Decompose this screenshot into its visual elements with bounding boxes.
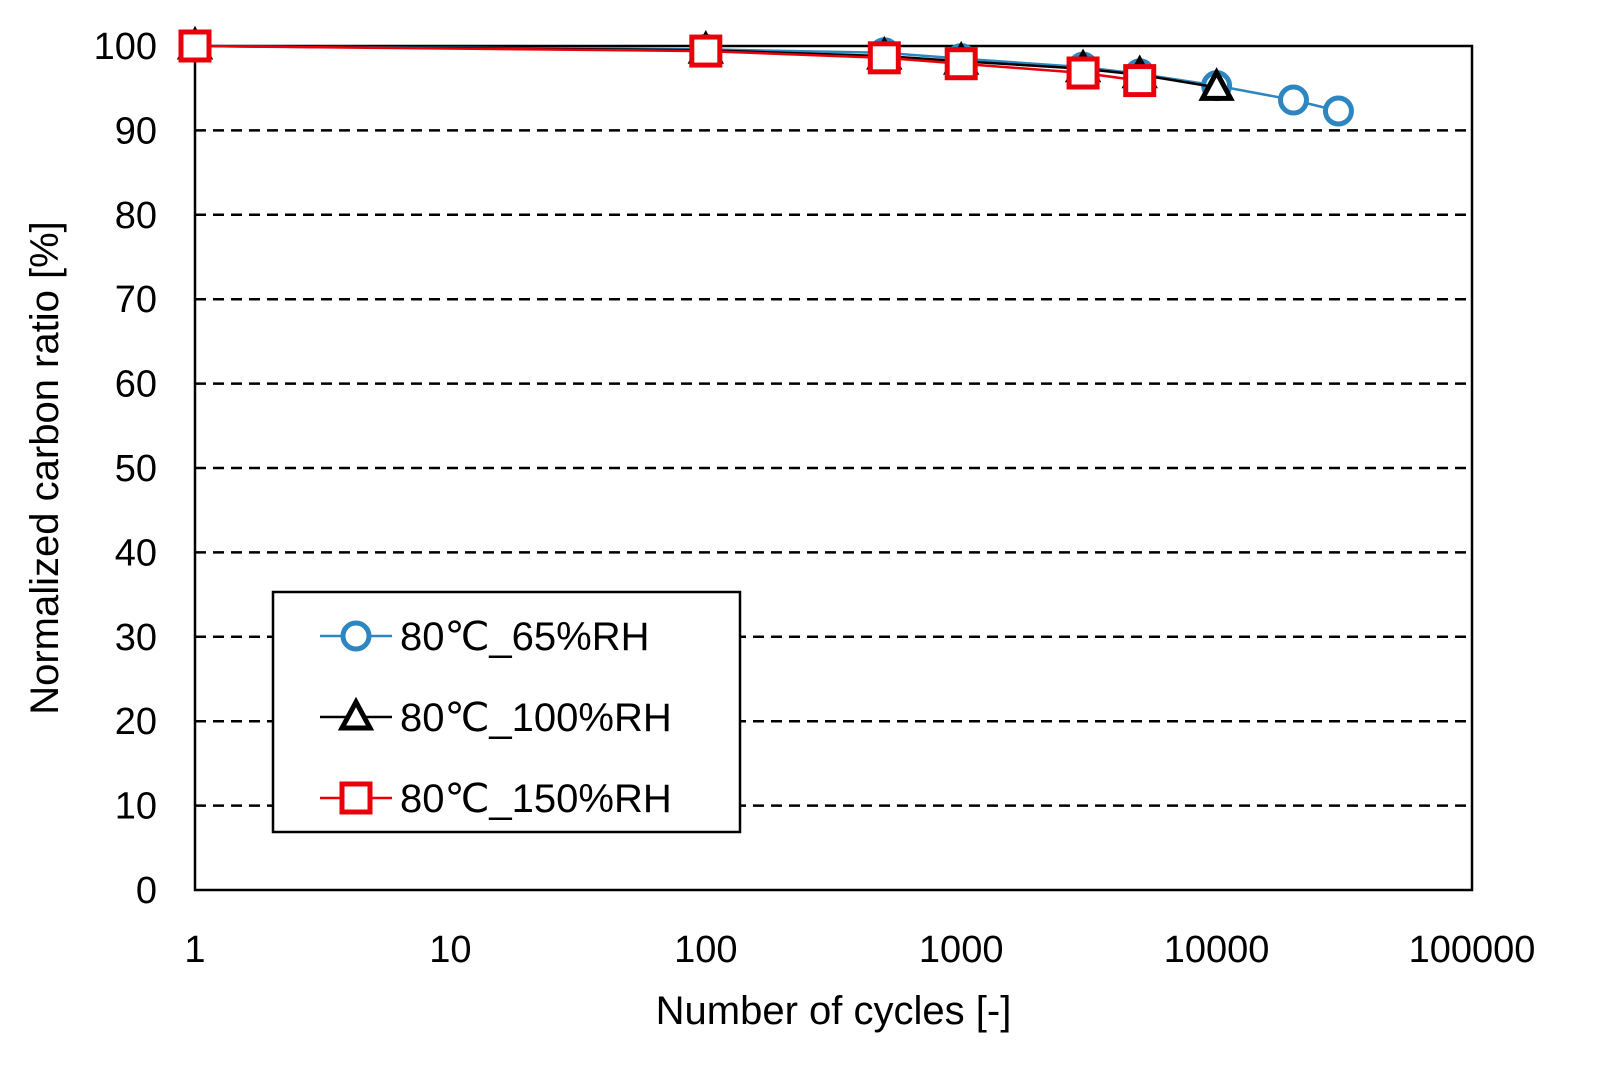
y-tick-label-80: 80 bbox=[115, 195, 157, 237]
series-3-point-1 bbox=[178, 29, 212, 63]
legend-label-3: 80℃_150%RH bbox=[400, 777, 672, 821]
x-tick-label-10: 10 bbox=[429, 929, 471, 971]
y-axis-title: Normalized carbon ratio [%] bbox=[23, 221, 67, 715]
legend-item-3: 80℃_150%RH bbox=[320, 777, 672, 821]
y-tick-label-40: 40 bbox=[115, 532, 157, 574]
series-layer bbox=[176, 25, 1354, 127]
series-3-point-5 bbox=[1066, 56, 1100, 90]
x-tick-label-1: 1 bbox=[184, 929, 205, 971]
y-tick-label-60: 60 bbox=[115, 364, 157, 406]
series-3-point-2 bbox=[689, 34, 723, 68]
legend-item-2: 80℃_100%RH bbox=[320, 696, 672, 740]
plot-area-frame bbox=[193, 44, 1474, 892]
x-axis-title: Number of cycles [-] bbox=[656, 989, 1012, 1033]
x-axis-tick-labels: 1 10 100 1000 10000 100000 bbox=[184, 929, 1535, 971]
legend-items: 80℃_65%RH 80℃_100%RH 80℃_150%RH bbox=[320, 615, 672, 821]
series-3-point-4 bbox=[944, 47, 978, 81]
x-tick-label-10000: 10000 bbox=[1164, 929, 1270, 971]
series-1-point-9 bbox=[1322, 95, 1354, 127]
gridlines bbox=[195, 129, 1472, 807]
legend-marker-3 bbox=[339, 781, 373, 815]
legend-label-2: 80℃_100%RH bbox=[400, 696, 672, 740]
x-tick-label-1000: 1000 bbox=[919, 929, 1004, 971]
series-3-point-3 bbox=[867, 41, 901, 75]
legend-label-1: 80℃_65%RH bbox=[400, 615, 650, 659]
legend-marker-2 bbox=[337, 696, 375, 731]
y-axis-tick-labels: 0 10 20 30 40 50 60 70 80 90 100 bbox=[94, 26, 157, 912]
series-2-point-7 bbox=[1198, 67, 1235, 101]
y-tick-label-20: 20 bbox=[115, 701, 157, 743]
legend: 80℃_65%RH 80℃_100%RH 80℃_150%RH bbox=[271, 590, 742, 834]
series-1-point-8 bbox=[1277, 84, 1309, 116]
legend-item-1: 80℃_65%RH bbox=[320, 615, 650, 659]
y-tick-label-70: 70 bbox=[115, 279, 157, 321]
legend-marker-1 bbox=[340, 620, 372, 652]
x-tick-label-100: 100 bbox=[674, 929, 737, 971]
series-3-point-6 bbox=[1123, 64, 1157, 98]
x-tick-label-100000: 100000 bbox=[1409, 929, 1536, 971]
series-3 bbox=[178, 29, 1157, 98]
y-tick-label-0: 0 bbox=[136, 870, 157, 912]
y-tick-label-90: 90 bbox=[115, 110, 157, 152]
y-tick-label-100: 100 bbox=[94, 26, 157, 68]
y-tick-label-10: 10 bbox=[115, 786, 157, 828]
y-tick-label-30: 30 bbox=[115, 617, 157, 659]
y-tick-label-50: 50 bbox=[115, 448, 157, 490]
